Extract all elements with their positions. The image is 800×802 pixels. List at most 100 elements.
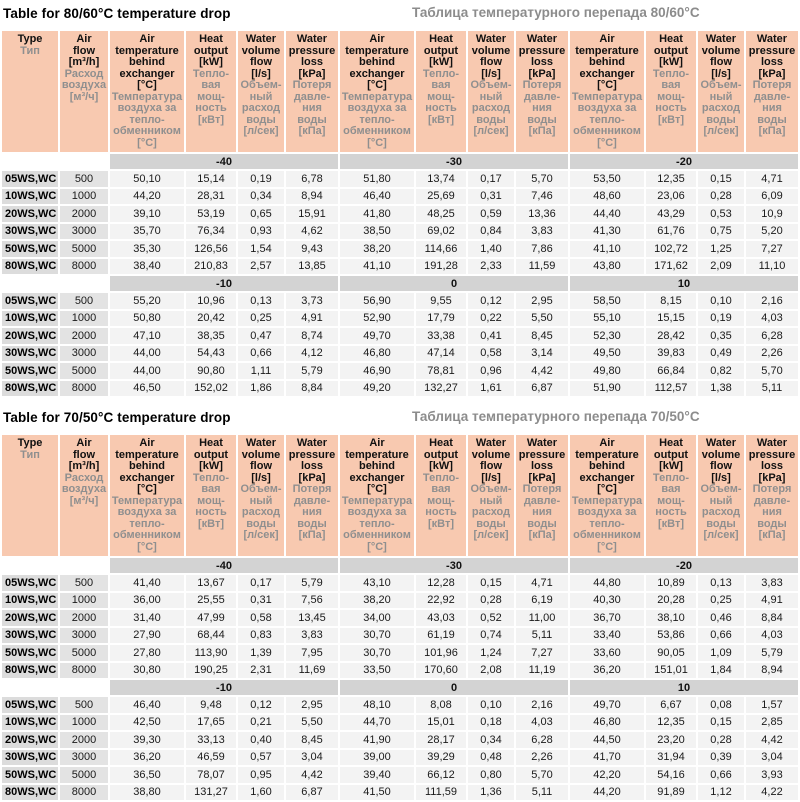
value-cell: 54,16 xyxy=(646,767,696,783)
blank-cell xyxy=(2,558,58,573)
value-cell: 1,54 xyxy=(238,241,284,257)
header-water-volume-flow-label-ru: Объем- ный расход воды [л/сек] xyxy=(240,483,282,541)
header-air-temperature: Air temperature behind exchanger [°C] Тем… xyxy=(110,31,184,152)
temp-band-row: -40 -30 -20 xyxy=(2,558,798,573)
value-cell: 4,22 xyxy=(746,784,798,800)
header-air-flow-label-ru: Расход воздуха [м³/ч] xyxy=(61,471,107,507)
value-cell: 35,70 xyxy=(110,223,184,239)
value-cell: 0,31 xyxy=(238,592,284,608)
value-cell: 1,36 xyxy=(468,784,514,800)
value-cell: 42,50 xyxy=(110,714,184,730)
value-cell: 0,41 xyxy=(468,328,514,344)
value-cell: 5,70 xyxy=(516,767,568,783)
value-cell: 48,60 xyxy=(570,188,644,204)
value-cell: 2,16 xyxy=(746,293,798,309)
row-air-flow: 500 xyxy=(60,697,108,713)
value-cell: 0,58 xyxy=(238,610,284,626)
value-cell: 0,65 xyxy=(238,206,284,222)
row-type-label: 30WS,WC xyxy=(2,223,58,239)
blank-cell xyxy=(2,154,58,169)
value-cell: 6,87 xyxy=(516,380,568,396)
header-water-pressure-loss-label-ru: Потеря давле- ния воды [кПа] xyxy=(752,79,792,137)
value-cell: 42,20 xyxy=(570,767,644,783)
header-type: Type Тип xyxy=(2,31,58,152)
value-cell: 111,59 xyxy=(416,784,466,800)
value-cell: 1,86 xyxy=(238,380,284,396)
table-title-en: Table for 70/50°C temperature drop xyxy=(3,410,231,425)
value-cell: 69,02 xyxy=(416,223,466,239)
row-air-flow: 8000 xyxy=(60,258,108,274)
value-cell: 36,50 xyxy=(110,767,184,783)
temperature-table-80-60: Type Тип Air flow [m³/h] Расход воздуха [м³… xyxy=(0,29,800,398)
header-water-pressure-loss-label-en: Water pressure loss [kPa] xyxy=(518,437,566,484)
header-air-temperature-label-ru: Температура воздуха за тепло- обменником… xyxy=(571,494,643,553)
value-cell: 8,84 xyxy=(746,610,798,626)
value-cell: 3,93 xyxy=(746,767,798,783)
value-cell: 27,90 xyxy=(110,627,184,643)
header-water-pressure-loss: Water pressure loss [kPa] Потеря давле- н… xyxy=(746,31,798,152)
value-cell: 6,28 xyxy=(516,732,568,748)
value-cell: 90,80 xyxy=(186,363,236,379)
row-air-flow: 3000 xyxy=(60,749,108,765)
value-cell: 3,73 xyxy=(286,293,338,309)
value-cell: 43,10 xyxy=(340,575,414,591)
temp-band-label: -10 xyxy=(110,276,338,291)
header-water-volume-flow: Water volume flow [l/s] Объем- ный расход… xyxy=(698,31,744,152)
value-cell: 61,76 xyxy=(646,223,696,239)
value-cell: 47,10 xyxy=(110,328,184,344)
header-air-temperature-label-ru: Температура воздуха за тепло- обменником… xyxy=(341,90,413,149)
value-cell: 54,43 xyxy=(186,345,236,361)
row-type-label: 20WS,WC xyxy=(2,328,58,344)
value-cell: 48,25 xyxy=(416,206,466,222)
value-cell: 22,92 xyxy=(416,592,466,608)
temp-band-label: -20 xyxy=(570,154,798,169)
table-row: 05WS,WC 500 50,10 15,14 0,19 6,78 51,80 13,74 0,… xyxy=(2,171,798,187)
header-air-temperature-label-en: Air temperature behind exchanger [°C] xyxy=(575,33,639,91)
value-cell: 38,10 xyxy=(646,610,696,626)
value-cell: 49,80 xyxy=(570,363,644,379)
value-cell: 49,50 xyxy=(570,345,644,361)
value-cell: 17,79 xyxy=(416,310,466,326)
value-cell: 53,50 xyxy=(570,171,644,187)
row-air-flow: 5000 xyxy=(60,767,108,783)
value-cell: 2,26 xyxy=(516,749,568,765)
header-type-label-en: Type xyxy=(17,33,43,45)
value-cell: 0,28 xyxy=(468,592,514,608)
value-cell: 0,12 xyxy=(238,697,284,713)
header-row: Type Тип Air flow [m³/h] Расход воздуха [м³… xyxy=(2,435,798,556)
row-type-label: 05WS,WC xyxy=(2,171,58,187)
value-cell: 0,48 xyxy=(468,749,514,765)
value-cell: 52,30 xyxy=(570,328,644,344)
value-cell: 20,28 xyxy=(646,592,696,608)
temp-band-row: -10 0 10 xyxy=(2,680,798,695)
value-cell: 0,53 xyxy=(698,206,744,222)
value-cell: 4,42 xyxy=(516,363,568,379)
header-water-pressure-loss-label-ru: Потеря давле- ния воды [кПа] xyxy=(522,483,562,541)
temp-band-label: -10 xyxy=(110,680,338,695)
value-cell: 55,20 xyxy=(110,293,184,309)
row-type-label: 30WS,WC xyxy=(2,749,58,765)
header-air-temperature-label-en: Air temperature behind exchanger [°C] xyxy=(115,33,179,91)
value-cell: 25,69 xyxy=(416,188,466,204)
header-air-flow: Air flow [m³/h] Расход воздуха [м³/ч] xyxy=(60,435,108,556)
table-row: 05WS,WC 500 55,20 10,96 0,13 3,73 56,90 9,55 0,1… xyxy=(2,293,798,309)
value-cell: 9,55 xyxy=(416,293,466,309)
value-cell: 27,80 xyxy=(110,645,184,661)
value-cell: 5,50 xyxy=(286,714,338,730)
value-cell: 13,74 xyxy=(416,171,466,187)
value-cell: 51,90 xyxy=(570,380,644,396)
row-air-flow: 1000 xyxy=(60,188,108,204)
header-heat-output-label-ru: Тепло- вая мощ- ность [кВт] xyxy=(192,67,230,126)
header-water-volume-flow: Water volume flow [l/s] Объем- ный расход… xyxy=(698,435,744,556)
value-cell: 1,61 xyxy=(468,380,514,396)
row-air-flow: 8000 xyxy=(60,662,108,678)
value-cell: 46,80 xyxy=(570,714,644,730)
header-water-pressure-loss: Water pressure loss [kPa] Потеря давле- н… xyxy=(286,435,338,556)
value-cell: 46,40 xyxy=(340,188,414,204)
header-heat-output-label-ru: Тепло- вая мощ- ность [кВт] xyxy=(652,67,690,126)
temp-band-label: 10 xyxy=(570,680,798,695)
value-cell: 1,39 xyxy=(238,645,284,661)
value-cell: 112,57 xyxy=(646,380,696,396)
value-cell: 0,47 xyxy=(238,328,284,344)
header-air-temperature: Air temperature behind exchanger [°C] Тем… xyxy=(340,31,414,152)
